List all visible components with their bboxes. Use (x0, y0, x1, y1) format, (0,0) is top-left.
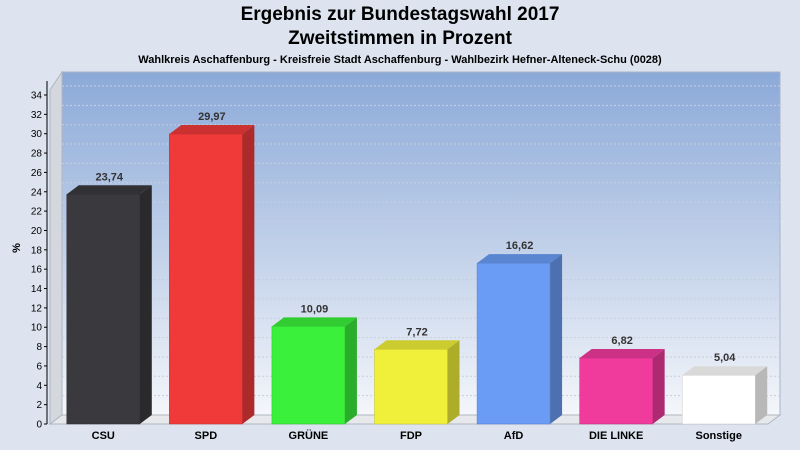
y-tick-label: 32 (31, 110, 43, 121)
bar-top (271, 317, 357, 327)
data-label: 29,97 (198, 111, 226, 123)
y-tick-label: 18 (31, 245, 43, 256)
y-tick-label: 24 (31, 187, 43, 198)
bar-sonstige: 5,04 (681, 352, 768, 425)
x-tick-label: Sonstige (695, 430, 741, 442)
bar-front (66, 194, 141, 425)
x-tick-label: DIE LINKE (589, 430, 643, 442)
data-label: 23,74 (96, 171, 124, 183)
bar-csu: 23,74 (66, 171, 152, 425)
bar-side (755, 366, 768, 424)
chart-caption: Wahlkreis Aschaffenburg - Kreisfreie Sta… (138, 54, 662, 66)
bar-side (550, 254, 563, 424)
y-tick-label: 12 (31, 303, 43, 314)
bar-side (652, 349, 665, 424)
chart-subtitle: Zweitstimmen in Prozent (288, 28, 512, 49)
data-label: 16,62 (506, 240, 534, 252)
bar-top (477, 254, 563, 264)
bar-die-linke: 6,82 (579, 335, 665, 425)
bar-afd: 16,62 (476, 240, 563, 425)
x-tick-label: FDP (400, 430, 422, 442)
bar-top (374, 340, 460, 350)
bar-top (682, 366, 768, 376)
data-label: 6,82 (611, 335, 632, 347)
y-tick-label: 6 (36, 361, 42, 372)
bar-front (579, 357, 653, 425)
bar-grüne: 10,09 (271, 303, 357, 425)
bar-side (242, 124, 255, 424)
y-tick-label: 0 (36, 420, 42, 431)
y-tick-label: 28 (31, 149, 43, 160)
y-tick-label: 26 (31, 168, 43, 179)
bar-top (579, 349, 665, 359)
side-wall (49, 70, 63, 425)
x-tick-label: SPD (195, 430, 218, 442)
y-tick-label: 8 (36, 342, 42, 353)
bar-front (271, 326, 346, 425)
y-tick-label: 16 (31, 265, 43, 276)
data-label: 5,04 (714, 352, 736, 364)
y-tick-label: 10 (31, 323, 43, 334)
y-tick-label: 4 (36, 381, 42, 392)
chart-title: Ergebnis zur Bundestagswahl 2017 (240, 4, 560, 25)
y-tick-label: 14 (31, 284, 43, 295)
bar-side (344, 317, 357, 424)
bar-front (169, 133, 243, 425)
y-tick-label: 22 (31, 207, 43, 218)
x-tick-label: GRÜNE (289, 429, 329, 442)
y-tick-label: 34 (31, 91, 43, 102)
bar-front (476, 262, 551, 425)
bar-side (139, 185, 152, 424)
y-tick-label: 20 (31, 226, 43, 237)
data-label: 7,72 (406, 326, 427, 338)
y-tick-label: 30 (31, 129, 43, 140)
x-tick-label: AfD (504, 430, 524, 442)
bar-spd: 29,97 (169, 111, 255, 425)
bar-top (169, 124, 255, 134)
bar-fdp: 7,72 (374, 326, 460, 425)
x-tick-label: CSU (92, 430, 115, 442)
y-axis-label: % (11, 243, 23, 253)
y-tick-label: 2 (36, 400, 42, 411)
bar-top (66, 185, 152, 195)
data-label: 10,09 (301, 303, 329, 315)
bar-front (681, 374, 756, 425)
bar-side (447, 340, 460, 424)
bar-front (374, 349, 448, 425)
